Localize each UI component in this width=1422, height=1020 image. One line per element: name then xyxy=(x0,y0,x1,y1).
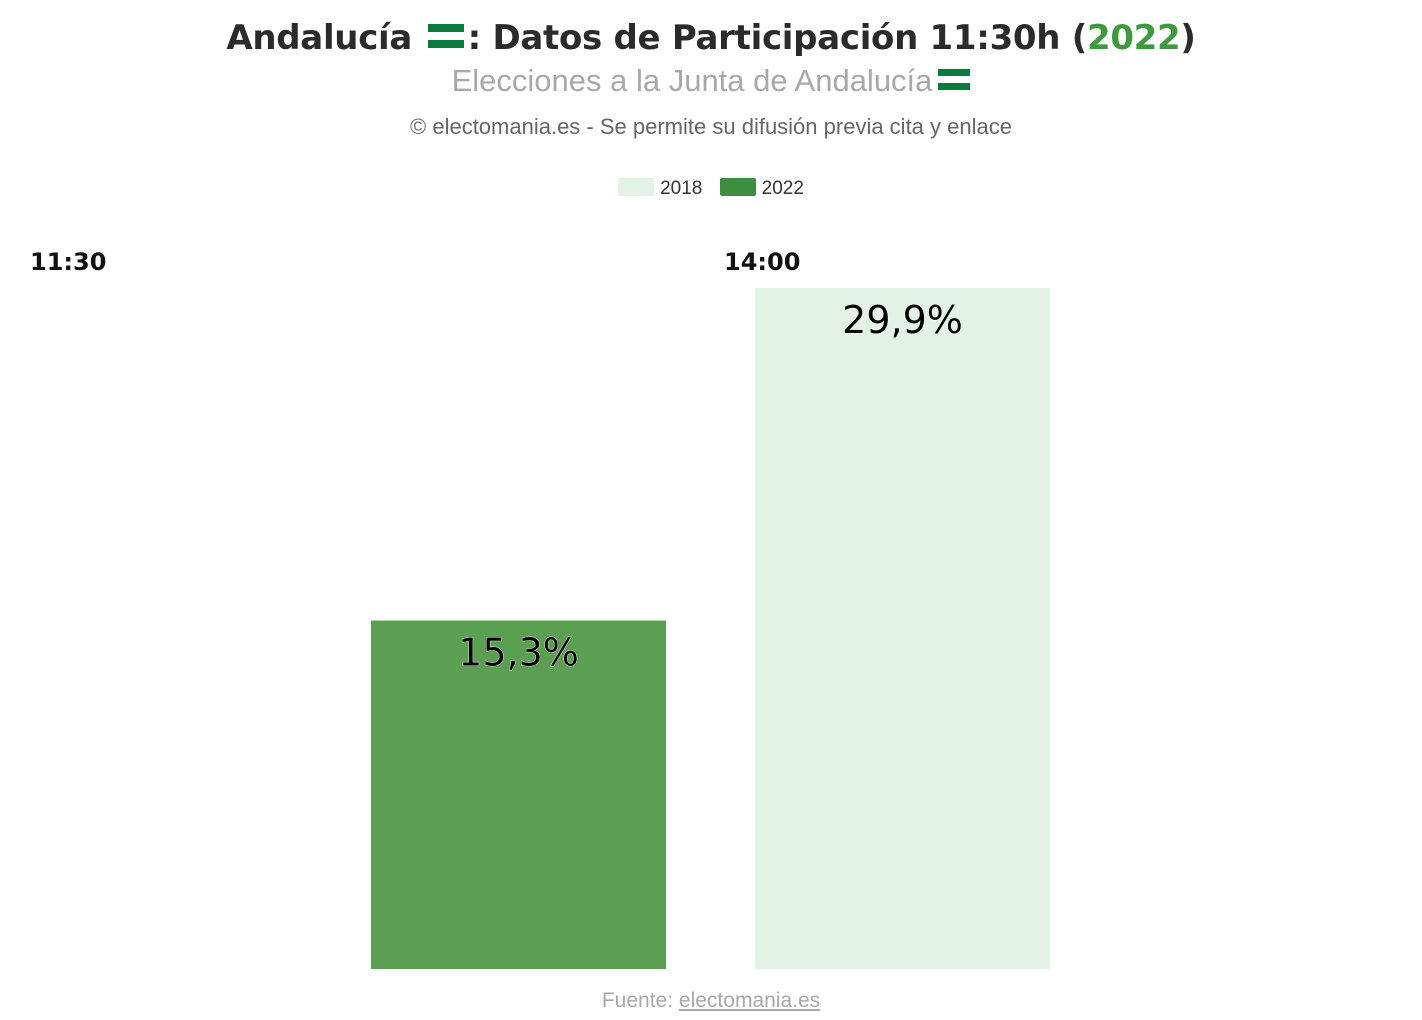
legend-item-2018[interactable]: 2018 xyxy=(618,178,702,200)
title-prefix: Andalucía xyxy=(226,18,413,58)
data-label-2022-1130: 15,3% xyxy=(458,631,579,675)
source-label: Fuente: xyxy=(601,989,674,1012)
andalusia-flag-icon xyxy=(938,69,971,91)
subtitle-text: Elecciones a la Junta de Andalucía xyxy=(451,63,933,98)
copyright-credit: © electomania.es - Se permite su difusió… xyxy=(410,114,1012,139)
legend-swatch-2018 xyxy=(618,178,655,196)
bar-2018-1400 xyxy=(755,288,1050,969)
title-middle: : Datos de Participación 11:30h ( xyxy=(467,18,1088,58)
legend-item-2022[interactable]: 2022 xyxy=(719,178,804,200)
legend-label-2018: 2018 xyxy=(660,178,703,199)
title-suffix: ) xyxy=(1180,18,1196,58)
chart-legend: 2018 2022 xyxy=(0,178,1422,200)
chart-title: Andalucía : Datos de Participación 11:30… xyxy=(0,18,1422,58)
andalusia-flag-icon xyxy=(427,23,464,48)
source-link[interactable]: electomania.es xyxy=(678,989,821,1012)
legend-label-2022: 2022 xyxy=(761,178,804,199)
title-year: 2022 xyxy=(1086,18,1181,58)
category-label-1400: 14:00 xyxy=(724,248,801,276)
source-footer: Fuente: electomania.es xyxy=(0,989,1422,1013)
bar-2022-1130 xyxy=(371,620,666,969)
legend-swatch-2022 xyxy=(719,178,756,196)
category-label-1130: 11:30 xyxy=(30,248,107,276)
chart-subtitle: Elecciones a la Junta de Andalucía xyxy=(0,63,1422,99)
data-label-2018-1400: 29,9% xyxy=(842,298,963,342)
